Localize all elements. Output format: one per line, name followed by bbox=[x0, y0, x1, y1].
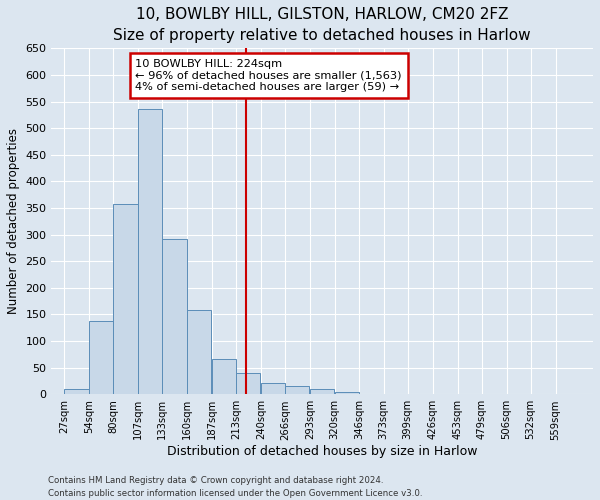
Bar bbox=[64, 389, 89, 394]
X-axis label: Distribution of detached houses by size in Harlow: Distribution of detached houses by size … bbox=[167, 445, 478, 458]
Bar bbox=[310, 389, 334, 394]
Bar bbox=[285, 386, 310, 394]
Bar bbox=[236, 373, 260, 394]
Text: Contains HM Land Registry data © Crown copyright and database right 2024.
Contai: Contains HM Land Registry data © Crown c… bbox=[48, 476, 422, 498]
Text: 10 BOWLBY HILL: 224sqm
← 96% of detached houses are smaller (1,563)
4% of semi-d: 10 BOWLBY HILL: 224sqm ← 96% of detached… bbox=[136, 58, 402, 92]
Y-axis label: Number of detached properties: Number of detached properties bbox=[7, 128, 20, 314]
Bar bbox=[187, 310, 211, 394]
Bar bbox=[261, 382, 286, 394]
Bar bbox=[212, 358, 236, 394]
Bar bbox=[89, 322, 113, 394]
Bar bbox=[138, 110, 163, 395]
Bar bbox=[162, 239, 187, 394]
Bar bbox=[113, 204, 137, 394]
Title: 10, BOWLBY HILL, GILSTON, HARLOW, CM20 2FZ
Size of property relative to detached: 10, BOWLBY HILL, GILSTON, HARLOW, CM20 2… bbox=[113, 7, 531, 43]
Bar bbox=[335, 392, 359, 394]
